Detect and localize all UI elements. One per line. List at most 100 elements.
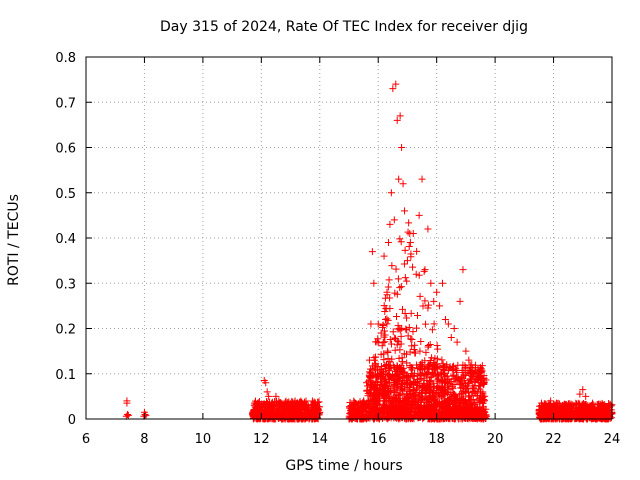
data-point [424,225,432,233]
data-point [430,382,438,390]
data-point [479,388,487,396]
data-point [392,377,400,385]
data-point [276,410,284,418]
data-point [400,260,408,268]
data-point [416,347,424,355]
data-point [269,401,277,409]
data-point [258,408,266,416]
data-point [419,302,427,310]
data-point [441,411,449,419]
data-point [444,320,452,328]
data-point [359,402,367,410]
x-tick-label: 8 [140,432,148,447]
x-tick-label: 14 [312,432,329,447]
data-point [475,382,483,390]
x-tick-label: 12 [253,432,270,447]
data-point [463,408,471,416]
axis-ticks [85,56,613,420]
data-point [434,345,442,353]
data-point [123,410,131,418]
data-point [593,404,601,412]
data-point [374,407,382,415]
data-point [428,326,436,334]
data-point [474,412,482,420]
data-point [588,401,596,409]
data-point [426,340,434,348]
data-point [424,368,432,376]
data-point [475,413,483,421]
data-point [402,325,410,333]
data-point [365,401,373,409]
data-point [450,371,458,379]
data-point [382,315,390,323]
data-point [443,382,451,390]
grid-lines [86,57,612,419]
data-point [459,410,467,418]
data-point [440,371,448,379]
data-point [141,410,149,418]
x-tick-label: 6 [82,432,90,447]
data-point [254,406,262,414]
data-point [442,399,450,407]
data-point [304,412,312,420]
data-point [594,400,602,408]
data-point [376,372,384,380]
data-point [427,391,435,399]
data-point [408,342,416,350]
data-point [441,378,449,386]
data-point [386,220,394,228]
data-point [384,348,392,356]
data-point [441,315,449,323]
data-point [392,395,400,403]
data-point [424,301,432,309]
data-point [448,412,456,420]
data-point [384,239,392,247]
data-point [459,266,467,274]
data-point [556,413,564,421]
data-point [370,279,378,287]
data-point [277,403,285,411]
data-point [385,387,393,395]
data-point [548,414,556,422]
data-point [453,366,461,374]
data-point [460,376,468,384]
data-point [388,262,396,270]
data-point [401,246,409,254]
data-point [383,383,391,391]
data-point [401,207,409,215]
data-point [381,338,389,346]
data-point [412,270,420,278]
data-point [381,331,389,339]
data-point [468,411,476,419]
data-point [449,363,457,371]
data-point [385,276,393,284]
y-tick-label: 0.6 [55,142,76,157]
data-point [469,382,477,390]
data-point [375,339,383,347]
data-point [430,320,438,328]
data-point [394,363,402,371]
data-point [388,355,396,363]
data-point [401,368,409,376]
data-point [564,404,572,412]
data-point [479,399,487,407]
data-point [430,401,438,409]
data-point [406,348,414,356]
data-point [407,253,415,261]
data-point [413,247,421,255]
y-tick-label: 0.8 [55,51,76,66]
data-point [535,406,543,414]
data-point [417,389,425,397]
data-point [398,383,406,391]
data-point [445,414,453,422]
y-tick-label: 0.3 [55,277,76,292]
data-point [367,412,375,420]
data-point [450,362,458,370]
data-point [536,405,544,413]
data-point [385,409,393,417]
data-point [406,389,414,397]
data-point [541,401,549,409]
data-point [414,312,422,320]
data-point [450,325,458,332]
data-point [302,412,310,420]
